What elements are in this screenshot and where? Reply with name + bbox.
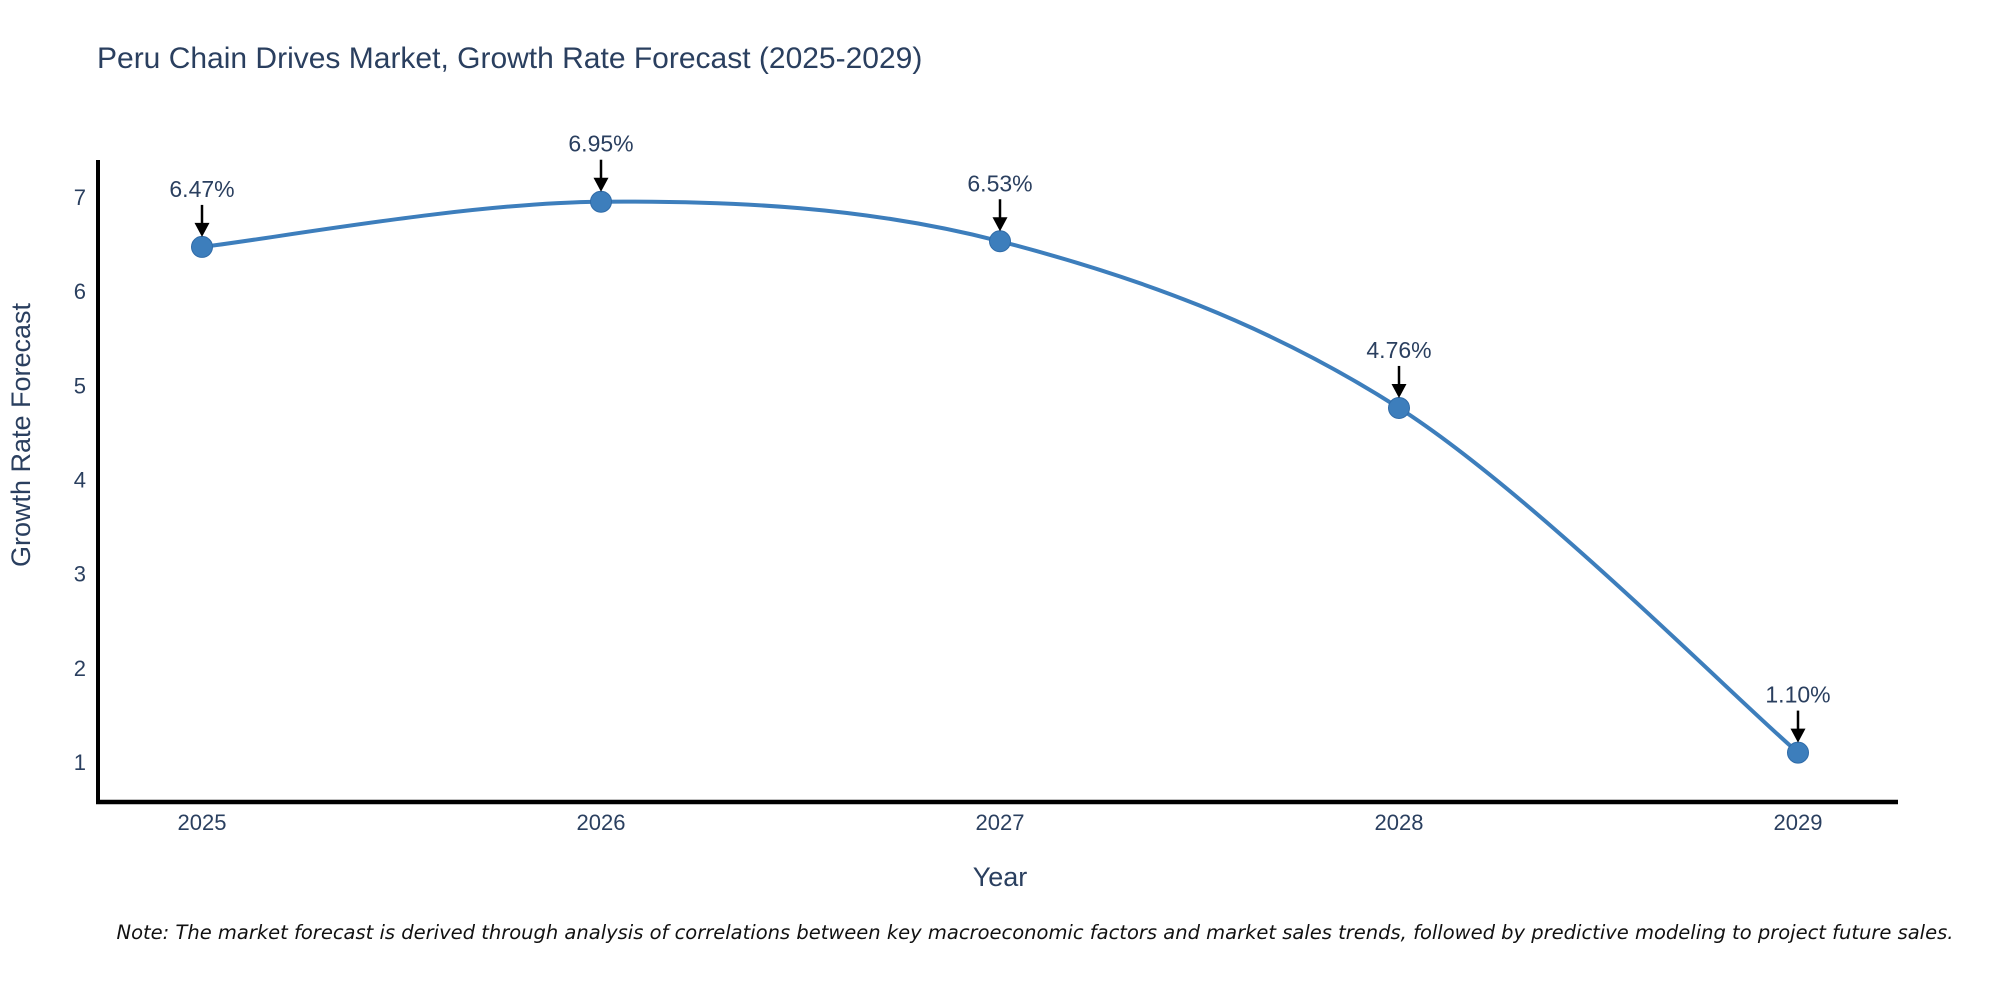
y-tick-label: 6 xyxy=(74,279,86,304)
point-value-label: 4.76% xyxy=(1366,337,1431,363)
y-tick-label: 3 xyxy=(74,562,86,587)
data-point xyxy=(191,235,213,258)
forecast-line xyxy=(200,199,1800,755)
y-tick-label: 5 xyxy=(74,373,86,398)
y-tick-label: 1 xyxy=(74,750,86,775)
annotation-arrow-head xyxy=(593,177,609,192)
annotation-arrow-head xyxy=(1790,728,1806,743)
tick-labels: 1 2 3 4 5 6 7 2025 2026 2027 2028 2029 xyxy=(74,185,1823,835)
annotation-arrow-head xyxy=(1391,383,1407,398)
x-tick-label: 2028 xyxy=(1375,810,1424,835)
x-tick-label: 2026 xyxy=(577,810,626,835)
annotation-arrow-head xyxy=(992,217,1008,232)
x-tick-label: 2027 xyxy=(976,810,1025,835)
point-annotation: 6.53% xyxy=(967,170,1033,232)
y-tick-label: 7 xyxy=(74,185,86,210)
series xyxy=(191,190,1809,764)
data-point xyxy=(590,190,612,213)
point-value-label: 1.10% xyxy=(1765,682,1830,708)
point-value-label: 6.47% xyxy=(169,176,234,202)
data-point xyxy=(989,230,1011,253)
annotations: 6.47% 6.95% 6.53% 4.76% 1.10% xyxy=(169,131,1831,743)
point-annotation: 4.76% xyxy=(1366,337,1432,398)
x-axis-title: Year xyxy=(973,862,1028,892)
footnote: Note: The market forecast is derived thr… xyxy=(117,921,1954,944)
point-annotation: 6.95% xyxy=(568,131,634,192)
x-tick-label: 2029 xyxy=(1774,810,1823,835)
point-annotation: 6.47% xyxy=(169,176,235,237)
axes xyxy=(96,160,1898,805)
point-value-label: 6.53% xyxy=(967,170,1032,196)
y-tick-label: 4 xyxy=(74,468,86,493)
annotation-arrow-head xyxy=(194,222,210,237)
y-axis-title: Growth Rate Forecast xyxy=(6,302,36,567)
point-value-label: 6.95% xyxy=(568,131,633,157)
chart-title: Peru Chain Drives Market, Growth Rate Fo… xyxy=(97,42,922,75)
y-tick-label: 2 xyxy=(74,656,86,681)
data-point xyxy=(1388,396,1410,419)
x-tick-label: 2025 xyxy=(178,810,227,835)
point-annotation: 1.10% xyxy=(1765,682,1831,743)
data-point xyxy=(1787,741,1809,764)
